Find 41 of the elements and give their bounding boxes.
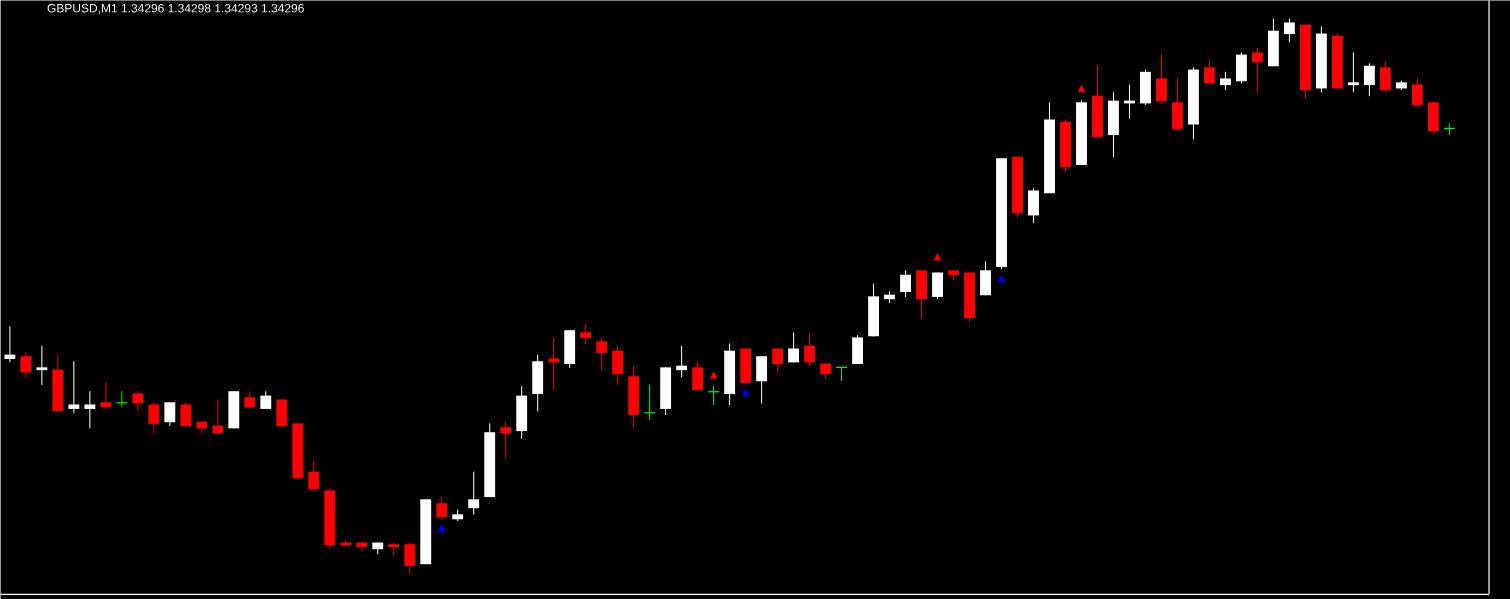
candlestick — [180, 401, 192, 427]
candlestick — [468, 470, 480, 516]
candlestick — [148, 401, 160, 434]
candlestick — [676, 345, 688, 378]
candlestick — [1379, 61, 1391, 93]
candlestick — [404, 541, 416, 574]
candlestick — [1251, 47, 1263, 93]
point — [1077, 84, 1086, 92]
point — [741, 388, 750, 396]
candlestick — [1219, 71, 1231, 91]
candlestick — [548, 336, 560, 391]
candlestick — [84, 390, 96, 429]
candlestick — [4, 325, 16, 363]
candlestick — [436, 495, 448, 520]
candlestick — [596, 336, 608, 371]
candlestick — [164, 401, 176, 427]
candlestick — [612, 345, 624, 386]
candlestick — [68, 360, 80, 414]
chart-title: GBPUSD,M1 1.34296 1.34298 1.34293 1.34296 — [47, 3, 304, 14]
point — [709, 371, 718, 379]
candlestick — [804, 331, 816, 367]
candlestick — [788, 331, 800, 363]
candlestick — [36, 345, 48, 386]
candlestick — [1411, 77, 1423, 108]
candlestick — [692, 360, 704, 391]
point — [437, 524, 446, 532]
candlestick — [900, 269, 911, 298]
candlestick — [308, 459, 320, 492]
candlestick — [20, 351, 32, 378]
candlestick — [500, 421, 512, 460]
candlestick — [100, 381, 112, 410]
candlestick — [1363, 62, 1375, 97]
point — [933, 253, 942, 261]
candlestick — [772, 347, 784, 373]
candlestick — [580, 323, 592, 345]
point — [997, 275, 1006, 282]
candlestick — [132, 390, 144, 412]
candlestick — [1283, 17, 1295, 43]
candlestick — [1156, 53, 1167, 104]
candlestick — [212, 398, 224, 434]
candlestick — [1347, 51, 1359, 93]
